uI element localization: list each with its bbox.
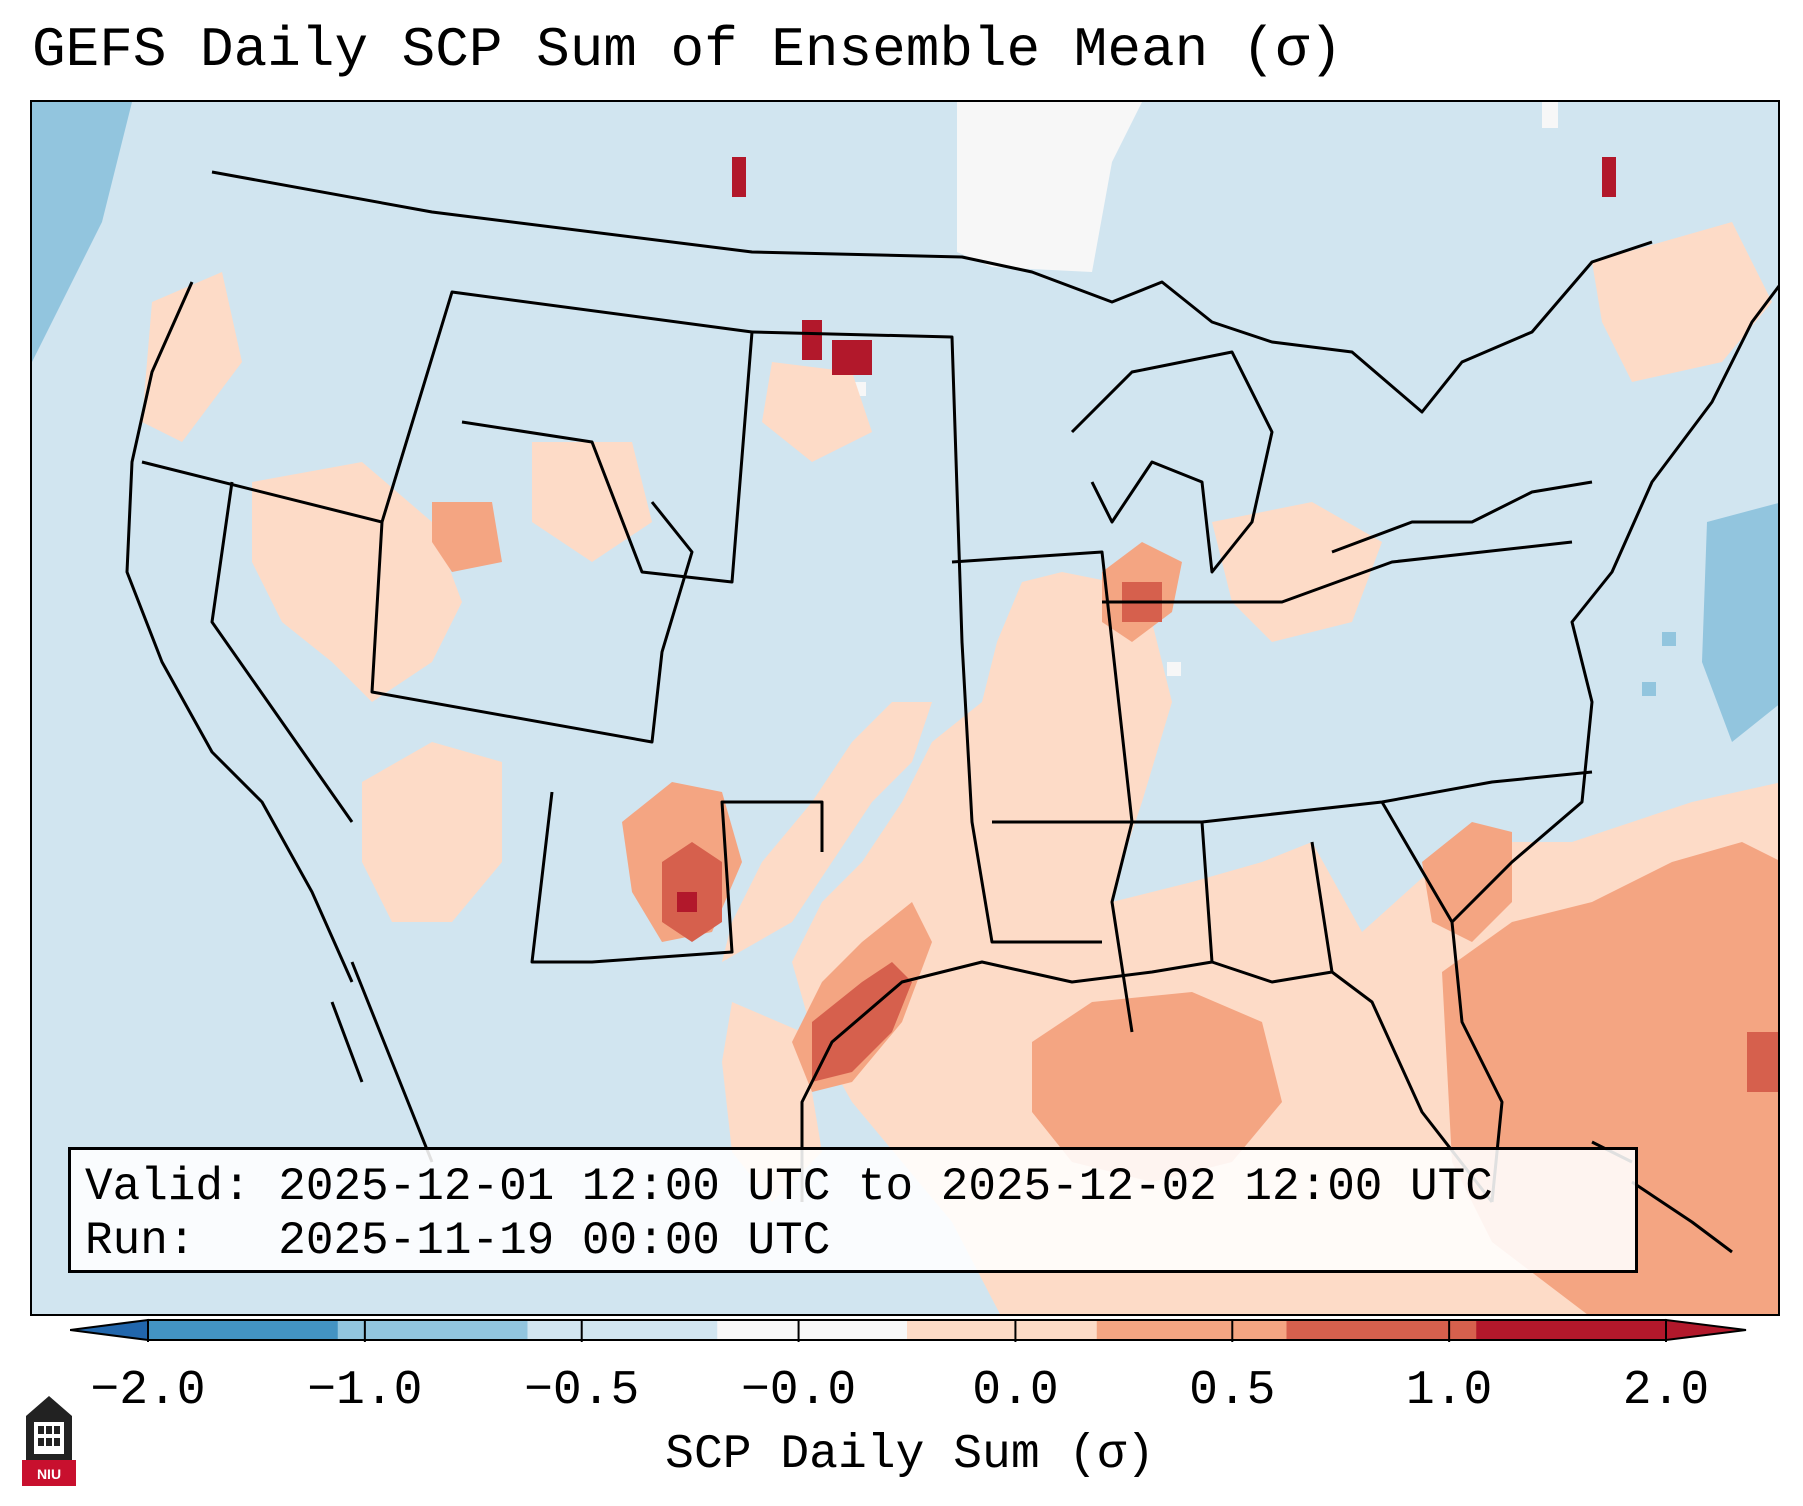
texas-plains-positive-area: [722, 702, 932, 962]
atlantic-negative-pixel: [1642, 682, 1656, 696]
colorbar-tick-label: 0.5: [1189, 1364, 1276, 1418]
colorbar-tick-marks: [147, 1320, 1667, 1342]
colorbar-segment: [907, 1320, 1098, 1340]
new-mexico-core-pixel: [677, 892, 697, 912]
colorbar-segment: [337, 1320, 528, 1340]
baja-outline: [330, 961, 434, 1163]
colorbar-segment: [717, 1320, 908, 1340]
colorbar-segments: [148, 1320, 1667, 1340]
colorbar-segment: [1286, 1320, 1477, 1340]
east-coast: [1450, 284, 1778, 1203]
colorbar-segment: [527, 1320, 718, 1340]
florida-positive-area: [1262, 972, 1432, 1202]
atlantic-core-pixel: [1747, 1032, 1778, 1092]
near-zero-pixel: [1542, 102, 1558, 128]
gulf-moderate-area: [1032, 992, 1282, 1182]
montana-core-pixel: [732, 157, 746, 197]
run-time-line: Run: 2025-11-19 00:00 UTC: [85, 1215, 831, 1267]
state-line-nevada: [210, 481, 354, 823]
map-canvas: [32, 102, 1778, 1314]
quebec-core-pixel: [1602, 157, 1616, 197]
colorbar-under-arrow: [70, 1318, 149, 1342]
strong-positive-layer: [662, 582, 1778, 1092]
colorbar-tick-label: 0.0: [972, 1364, 1059, 1418]
negative-anomaly-layer: [32, 102, 1778, 742]
north-dakota-core-pixel: [802, 320, 822, 360]
state-line-texas: [530, 791, 824, 964]
colorbar-tick-label: 1.0: [1405, 1364, 1493, 1418]
colorbar-segment: [148, 1320, 339, 1340]
high-plains-positive-area: [532, 442, 652, 562]
lake-erie-ontario-outline: [1331, 480, 1593, 554]
pacific-northwest-positive-area: [142, 272, 242, 442]
us-canada-border: [211, 170, 1653, 414]
gulf-coast: [800, 960, 1494, 1203]
state-line-plains: [751, 330, 1102, 944]
utah-moderate-area: [432, 502, 502, 572]
great-basin-positive-area: [252, 462, 462, 702]
colorbar: [70, 1318, 1747, 1342]
atlantic-negative-pixel: [1662, 632, 1676, 646]
logo-text: NIU: [36, 1466, 62, 1482]
state-line-rockies: [380, 290, 754, 584]
pacific-negative-area: [32, 102, 132, 362]
weak-positive-layer: [142, 222, 1778, 1314]
dakotas-positive-area: [762, 362, 872, 462]
colorbar-over-arrow: [1665, 1318, 1747, 1342]
niu-tower-logo-icon: NIU: [20, 1392, 78, 1486]
great-lakes-outline: [1070, 350, 1274, 574]
near-zero-pixel: [1167, 662, 1181, 676]
colorbar-label: SCP Daily Sum (σ): [665, 1428, 1155, 1482]
validity-info-box: Valid: 2025-12-01 12:00 UTC to 2025-12-0…: [68, 1147, 1638, 1273]
southwest-positive-area: [362, 742, 502, 922]
ohio-valley-positive-area: [1212, 502, 1382, 642]
texas-core-area: [812, 962, 912, 1082]
colorbar-tick-label: −1.0: [307, 1364, 423, 1418]
west-coast: [125, 281, 354, 983]
state-line-ohio-valley: [1102, 540, 1573, 604]
northeast-positive-area: [1592, 222, 1772, 382]
extreme-positive-layer: [677, 157, 1616, 912]
colorbar-tick-label: −0.5: [524, 1364, 640, 1418]
colorbar-segment: [1096, 1320, 1287, 1340]
colorbar-tick-label: 2.0: [1622, 1364, 1710, 1418]
colorbar-tick-label: −0.0: [740, 1364, 857, 1418]
chart-title: GEFS Daily SCP Sum of Ensemble Mean (σ): [32, 18, 1343, 82]
north-dakota-core-pixel: [832, 340, 872, 375]
colorbar-segment: [1476, 1320, 1667, 1340]
state-line-southeast: [1200, 801, 1454, 973]
valid-time-line: Valid: 2025-12-01 12:00 UTC to 2025-12-0…: [85, 1161, 1493, 1213]
map-panel: Valid: 2025-12-01 12:00 UTC to 2025-12-0…: [30, 100, 1780, 1316]
canada-near-zero-area: [957, 102, 1142, 272]
colorbar-tick-label: −2.0: [90, 1364, 206, 1418]
atlantic-negative-area: [1702, 503, 1778, 742]
